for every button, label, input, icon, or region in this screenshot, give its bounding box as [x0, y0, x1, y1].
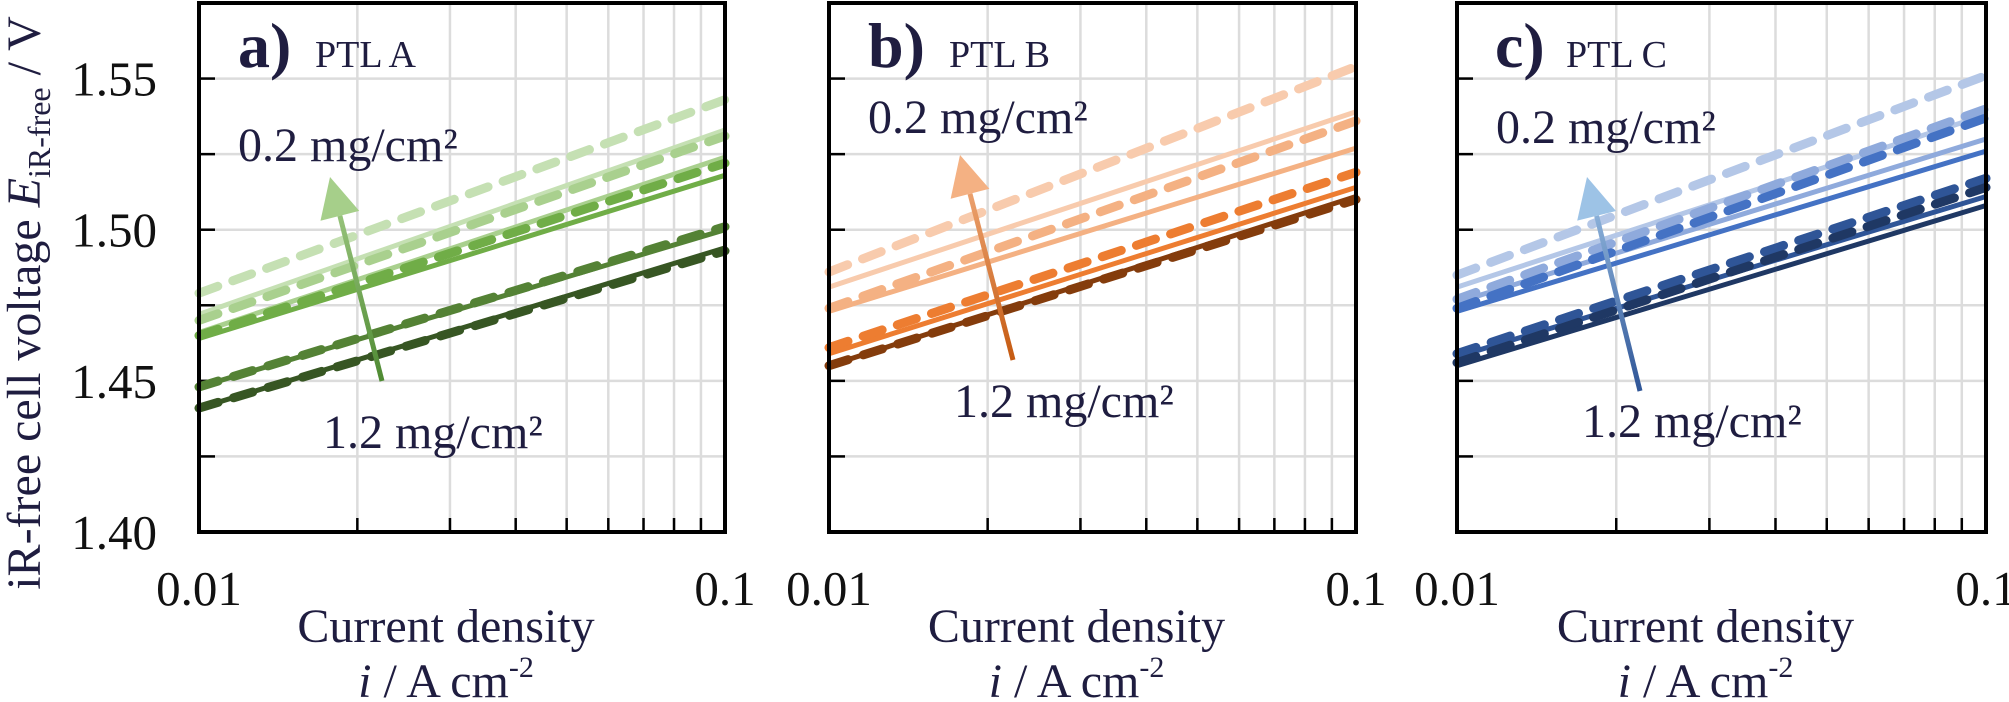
loading-arrow-head [950, 155, 990, 199]
series-line-solid [198, 127, 726, 317]
series-line-dashed [1452, 104, 1991, 304]
loading-arrow-shaft [337, 215, 385, 382]
loading-arrow-shaft [1594, 215, 1643, 392]
series-line-dashed [194, 95, 730, 298]
y-axis-label: iR-free cell voltage EiR-free / V [0, 16, 57, 590]
series-line-dashed [1452, 182, 1991, 368]
x-axis-label-line1: Current density [297, 600, 594, 653]
panel-b: b) PTL B 0.2 mg/cm² 1.2 mg/cm² 0.01 0.1 Curren… [786, 1, 1387, 702]
x-axis-label-line2: i / A cm-2 [989, 651, 1165, 702]
x-axis-label-line2: i / A cm-2 [1618, 651, 1794, 702]
series-line-solid [828, 185, 1357, 357]
series-line-solid [1456, 148, 1987, 314]
x-axis-label-line2: i / A cm-2 [358, 651, 534, 702]
series-line-dashed [194, 158, 730, 340]
annotation-low-loading: 0.2 mg/cm² [238, 119, 458, 172]
x-axis-unit-exponent: -2 [1139, 651, 1164, 684]
loading-arrow-head [320, 177, 360, 221]
panel-a: a) PTL A 0.2 mg/cm² 1.2 mg/cm² 0.01 0.1 1.40 1.… [71, 1, 756, 702]
panel-title: PTL C [1566, 34, 1667, 76]
series-line-dashed [1452, 173, 1991, 359]
y-tick-label: 1.50 [71, 203, 157, 258]
loading-arrow-shaft [967, 193, 1016, 361]
x-axis-unit: / A cm [372, 655, 509, 702]
x-tick-label: 0.1 [1955, 561, 2009, 616]
x-axis-label-line1: Current density [1557, 600, 1854, 653]
series-line-solid [1456, 203, 1987, 369]
x-tick-label: 0.01 [1414, 561, 1500, 616]
x-tick-label: 0.01 [786, 561, 872, 616]
x-axis-unit: / A cm [1631, 655, 1768, 702]
y-tick-label: 1.45 [71, 354, 157, 409]
panel-label: a) [238, 10, 291, 81]
series-line-solid [828, 109, 1357, 290]
y-axis-label-suffix: / V [0, 16, 51, 87]
panel-c: c) PTL C 0.2 mg/cm² 1.2 mg/cm² 0.01 0.1 Curren… [1414, 1, 2009, 702]
series-line-solid [828, 145, 1357, 314]
x-axis-label-line1: Current density [928, 600, 1225, 653]
plot-frame [197, 1, 727, 534]
series-line-dashed [1452, 71, 1991, 280]
series-line-dashed [194, 131, 730, 325]
plot-frame [1455, 1, 1988, 534]
x-tick-label: 0.01 [156, 561, 242, 616]
annotation-high-loading: 1.2 mg/cm² [323, 406, 543, 459]
series-line-dashed [824, 167, 1361, 353]
series-line-solid [198, 245, 726, 411]
y-axis-label-symbol: E [0, 178, 51, 208]
x-tick-label: 0.1 [694, 561, 755, 616]
annotation-low-loading: 0.2 mg/cm² [1496, 101, 1716, 154]
y-tick-label: 1.40 [71, 505, 157, 560]
plot-frame [827, 1, 1358, 534]
y-tick-label: 1.55 [71, 52, 157, 107]
x-axis-unit: / A cm [1002, 655, 1139, 702]
annotation-low-loading: 0.2 mg/cm² [868, 91, 1088, 144]
panel-title: PTL A [315, 34, 417, 76]
x-axis-symbol: i [358, 655, 371, 702]
series-line-dashed [824, 62, 1361, 277]
series-line-dashed [824, 116, 1361, 313]
series-line-solid [198, 172, 726, 341]
x-tick-label: 0.1 [1325, 561, 1386, 616]
panel-label: c) [1495, 10, 1545, 81]
panel-label: b) [868, 10, 925, 81]
x-axis-unit-exponent: -2 [509, 651, 534, 684]
y-axis-label-prefix: iR-free cell voltage [0, 207, 51, 589]
x-axis-symbol: i [989, 655, 1002, 702]
series-line-solid [828, 194, 1357, 369]
x-axis-symbol: i [1618, 655, 1631, 702]
series-line-dashed [1452, 113, 1991, 313]
series-line-solid [198, 227, 726, 390]
loading-arrow-head [1577, 177, 1617, 221]
annotation-high-loading: 1.2 mg/cm² [954, 375, 1174, 428]
annotation-high-loading: 1.2 mg/cm² [1582, 395, 1802, 448]
x-axis-unit-exponent: -2 [1768, 651, 1793, 684]
panel-title: PTL B [949, 34, 1050, 76]
y-axis-label-subscript: iR-free [21, 87, 57, 178]
